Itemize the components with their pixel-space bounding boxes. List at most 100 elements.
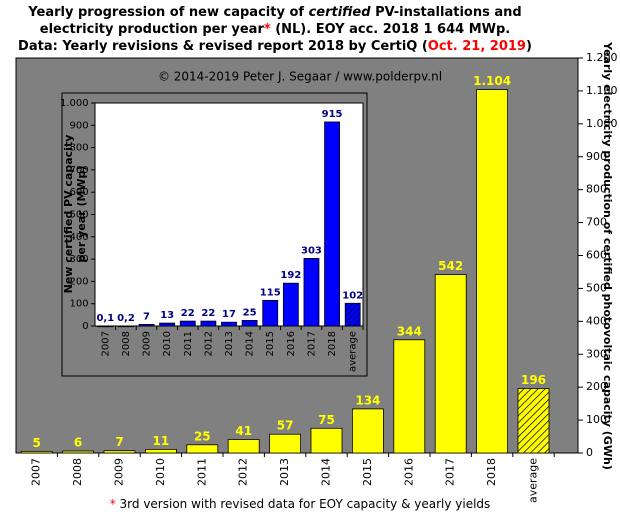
- bar: [221, 321, 237, 327]
- bar: [269, 433, 302, 454]
- bar: [344, 302, 361, 327]
- bar: [200, 320, 217, 327]
- bar: [476, 89, 509, 454]
- text-run: Yearly progression of new capacity of: [27, 5, 308, 20]
- tick-label: 400: [70, 232, 89, 243]
- bar: [62, 450, 94, 454]
- bar: [262, 299, 279, 327]
- value-label: 303: [301, 245, 322, 256]
- value-label: 13: [160, 310, 174, 321]
- y2-axis-label: Yearly electricity production of certifi…: [601, 41, 614, 470]
- bar: [186, 444, 219, 454]
- text-run: Oct. 21, 2019: [428, 39, 526, 54]
- value-label: 196: [521, 373, 546, 387]
- value-label: 915: [322, 109, 343, 120]
- value-label: 1.104: [473, 74, 511, 88]
- text-run: 3rd version with revised data for EOY ca…: [116, 497, 491, 511]
- bar: [324, 121, 340, 327]
- x-tick-label: 2018: [327, 331, 338, 356]
- value-label: 11: [153, 434, 170, 448]
- value-label: 7: [143, 311, 150, 322]
- tick-label: 300: [70, 254, 89, 265]
- tick-label: 1.200: [586, 51, 618, 64]
- value-label: 57: [277, 419, 294, 433]
- x-tick-label: 2014: [245, 331, 256, 356]
- tick-label: 0: [586, 446, 593, 459]
- tick-label: 1.100: [586, 84, 618, 97]
- x-tick-label: 2013: [224, 331, 235, 356]
- tick-label: 600: [586, 249, 607, 262]
- x-tick-label: 2015: [361, 458, 374, 486]
- value-label: 75: [318, 413, 335, 427]
- y-axis-label: New certified PV capacity: [62, 135, 75, 294]
- x-tick-label: 2011: [183, 331, 194, 356]
- bar: [310, 427, 343, 454]
- bar: [282, 282, 299, 327]
- bar: [303, 258, 320, 327]
- value-label: 22: [181, 308, 195, 319]
- tick-label: 400: [586, 314, 607, 327]
- x-tick-label: 2010: [154, 458, 167, 486]
- x-tick-label: 2009: [142, 331, 153, 356]
- copyright: © 2014-2019 Peter J. Segaar / www.polder…: [158, 70, 442, 84]
- tick-label: 200: [70, 276, 89, 287]
- tick-label: 100: [70, 299, 89, 310]
- bar: [179, 320, 196, 327]
- value-label: 17: [222, 309, 236, 320]
- x-tick-label: 2007: [30, 458, 43, 486]
- x-tick-label: 2017: [306, 331, 317, 356]
- x-tick-label: 2013: [278, 458, 291, 486]
- value-label: 25: [194, 429, 211, 443]
- tick-label: 1.000: [60, 98, 89, 109]
- tick-label: 1.000: [586, 117, 618, 130]
- x-tick-label: average: [348, 331, 359, 372]
- x-tick-label: 2012: [237, 458, 250, 486]
- text-run: ): [526, 39, 532, 54]
- value-label: 134: [355, 393, 380, 407]
- text-run: electricity production per year: [40, 22, 265, 37]
- bar: [517, 388, 550, 454]
- value-label: 115: [260, 287, 281, 298]
- bar: [97, 325, 114, 328]
- footnote: * 3rd version with revised data for EOY …: [110, 497, 491, 511]
- y-axis-label: per year (MWp): [75, 166, 88, 263]
- text-run: *: [264, 22, 271, 37]
- x-tick-label: 2009: [113, 458, 126, 486]
- bar: [144, 448, 177, 454]
- text-run: PV-installations and: [371, 5, 522, 20]
- text-run: (NL). EOY acc. 2018 1 644 MWp.: [271, 22, 511, 37]
- bar: [118, 325, 134, 328]
- x-tick-label: 2017: [444, 458, 457, 486]
- value-label: 344: [397, 324, 422, 338]
- chart-title: electricity production per year* (NL). E…: [40, 22, 510, 37]
- x-tick-label: 2007: [100, 331, 111, 356]
- tick-label: 700: [70, 165, 89, 176]
- bar: [138, 324, 155, 327]
- bar: [159, 322, 176, 327]
- bar: [20, 450, 53, 454]
- tick-label: 700: [586, 216, 607, 229]
- x-tick-label: average: [527, 458, 540, 503]
- value-label: 5: [33, 436, 41, 450]
- value-label: 102: [342, 290, 363, 301]
- x-tick-label: 2008: [71, 458, 84, 486]
- tick-label: 300: [586, 347, 607, 360]
- x-tick-label: 2016: [286, 331, 297, 356]
- bar: [434, 274, 467, 454]
- bar: [351, 408, 384, 454]
- tick-label: 800: [70, 143, 89, 154]
- tick-label: 500: [70, 210, 89, 221]
- tick-label: 900: [586, 150, 607, 163]
- x-tick-label: 2014: [320, 458, 333, 486]
- value-label: 41: [235, 424, 252, 438]
- text-run: Data: Yearly revisions & revised report …: [18, 39, 428, 54]
- value-label: 192: [280, 270, 301, 281]
- text-run: *: [110, 497, 116, 511]
- bar: [393, 339, 426, 454]
- bar: [241, 320, 258, 327]
- tick-label: 100: [586, 413, 607, 426]
- tick-label: 0: [82, 321, 88, 332]
- bar: [227, 439, 260, 454]
- x-tick-label: 2012: [203, 331, 214, 356]
